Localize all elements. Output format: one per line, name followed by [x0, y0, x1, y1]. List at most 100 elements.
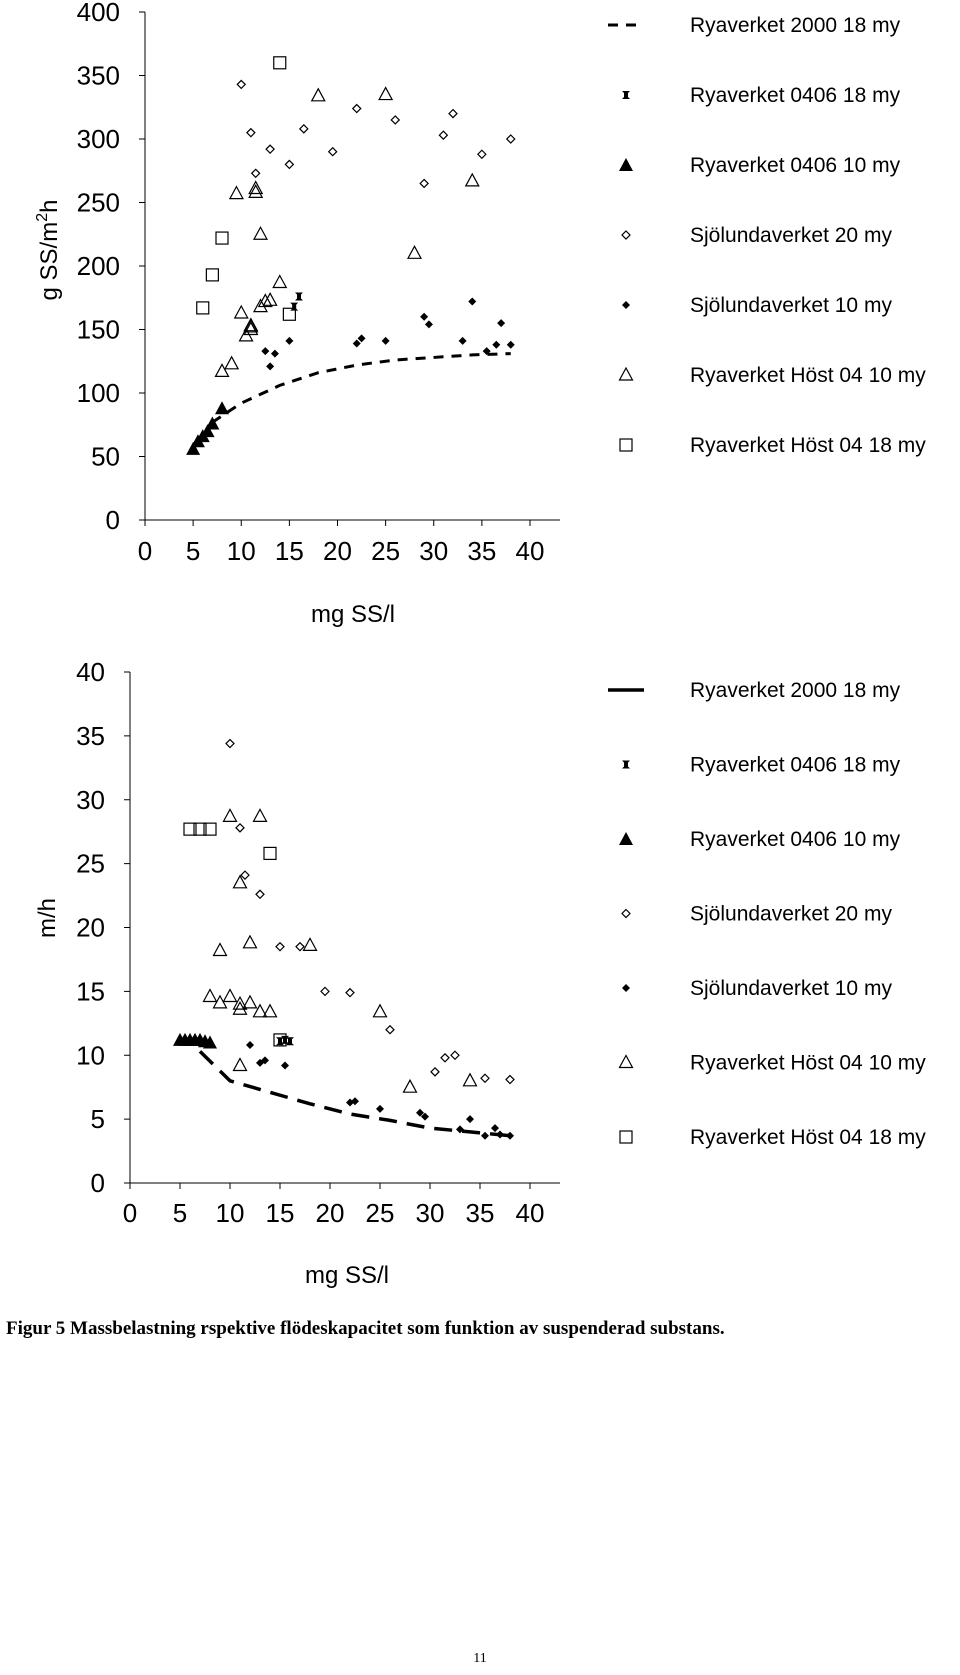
data-point	[320, 986, 330, 997]
y-tick-label: 30	[76, 785, 105, 815]
legend-entry: Ryaverket 0406 10 my	[619, 154, 901, 177]
y-tick-label: 350	[77, 61, 120, 91]
data-point	[246, 1041, 254, 1050]
y-tick-label: 0	[91, 1168, 105, 1198]
legend-swatch	[619, 832, 633, 845]
data-point	[351, 1097, 359, 1106]
y-axis-label-main: g SS/m	[36, 222, 63, 301]
chart-mass-loading: g SS/m2h 0 50 100 150 200 250 300 350 400 0 5 10 15…	[34, 0, 926, 628]
y-tick-label: 25	[76, 849, 105, 879]
x-tick-label: 20	[316, 1198, 345, 1228]
data-point	[420, 312, 429, 321]
data-point	[242, 994, 258, 1009]
x-tick-label: 40	[516, 536, 545, 566]
data-point	[248, 180, 264, 195]
legend-entry: Sjölundaverket 20 my	[621, 903, 892, 926]
trend-line	[198, 1050, 511, 1138]
series-filled-triangle	[186, 401, 229, 455]
data-point	[215, 231, 229, 245]
data-point	[505, 1074, 515, 1085]
data-point	[456, 1125, 464, 1134]
x-tick-label: 25	[371, 536, 400, 566]
legend-swatch	[621, 908, 631, 919]
legend-label: Sjölundaverket 20 my	[690, 903, 892, 926]
data-point	[468, 297, 477, 306]
y-tick-label: 250	[77, 188, 120, 218]
data-point	[263, 846, 277, 861]
data-point	[232, 1057, 248, 1072]
data-point	[430, 1067, 440, 1077]
data-point	[193, 822, 207, 836]
data-point	[261, 1056, 269, 1065]
data-point	[212, 942, 228, 957]
x-tick-label: 40	[516, 1198, 545, 1228]
data-point	[186, 441, 201, 455]
data-point	[250, 168, 261, 179]
data-point	[390, 115, 401, 125]
y-tick-label: 50	[91, 442, 120, 472]
data-point	[372, 1003, 388, 1018]
data-point	[252, 225, 269, 240]
series-open-square	[196, 56, 296, 321]
data-point	[352, 339, 361, 348]
legend-swatch	[621, 230, 631, 240]
data-point	[252, 808, 268, 822]
data-point	[385, 1024, 395, 1035]
legend-label: Ryaverket 0406 18 my	[690, 754, 901, 777]
data-point	[450, 1050, 460, 1061]
data-point	[376, 1104, 384, 1113]
x-tick-label: 5	[173, 1198, 187, 1228]
data-point	[477, 149, 487, 160]
data-point	[381, 336, 390, 345]
x-tick-label: 30	[416, 1198, 445, 1228]
data-point	[378, 86, 394, 101]
data-point	[203, 822, 217, 836]
data-point	[233, 304, 249, 319]
data-point	[466, 1115, 474, 1124]
data-point	[416, 1108, 424, 1117]
data-point	[281, 1035, 289, 1044]
data-point	[481, 1131, 489, 1140]
data-point	[228, 185, 244, 200]
data-point	[240, 870, 250, 880]
data-point	[298, 123, 309, 134]
legend-entry: Sjölundaverket 10 my	[622, 977, 892, 1000]
y-tick-label: 10	[76, 1040, 105, 1070]
data-point	[222, 988, 238, 1003]
series-open-diamond	[236, 79, 516, 189]
x-tick-label: 5	[186, 536, 200, 566]
data-point	[262, 292, 278, 306]
data-point	[248, 184, 264, 198]
data-point	[270, 349, 279, 358]
legend-swatch	[619, 1130, 633, 1144]
data-point	[232, 874, 248, 889]
data-point	[200, 424, 215, 438]
y-tick-label: 40	[76, 657, 105, 687]
data-point	[282, 307, 296, 321]
data-point	[448, 108, 458, 119]
data-point	[492, 340, 501, 349]
data-point	[232, 995, 248, 1010]
data-point	[281, 1061, 289, 1070]
y-tick-label: 0	[106, 505, 120, 535]
data-point	[272, 274, 288, 289]
data-point	[421, 1112, 429, 1121]
legend-swatch	[622, 301, 630, 309]
y-tick-label: 100	[77, 378, 120, 408]
trend-line	[211, 352, 511, 424]
data-point	[276, 1037, 284, 1046]
data-point	[462, 1072, 478, 1087]
data-point	[215, 401, 229, 415]
data-point	[290, 302, 299, 311]
x-tick-label: 0	[123, 1198, 137, 1228]
series-open-triangle	[214, 86, 480, 378]
data-point	[266, 362, 275, 371]
legend-swatch	[619, 438, 633, 452]
series-filled-triangle	[173, 1032, 217, 1049]
legend-label: Ryaverket Höst 04 10 my	[690, 364, 926, 387]
x-tick-label: 25	[366, 1198, 395, 1228]
data-point	[243, 321, 259, 336]
data-point	[424, 320, 433, 329]
x-tick-label: 35	[467, 536, 496, 566]
